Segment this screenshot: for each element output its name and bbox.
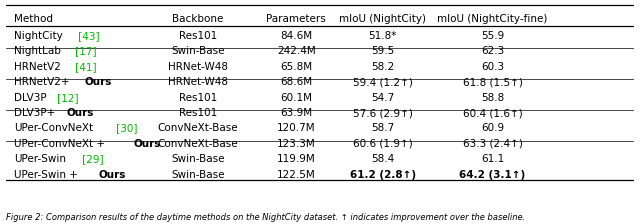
Text: Ours: Ours: [66, 108, 93, 118]
Text: UPer-Swin +: UPer-Swin +: [14, 170, 81, 180]
Text: Swin-Base: Swin-Base: [171, 46, 225, 56]
Text: mIoU (NightCity): mIoU (NightCity): [339, 14, 426, 24]
Text: 63.9M: 63.9M: [280, 108, 312, 118]
Text: 242.4M: 242.4M: [276, 46, 316, 56]
Text: NightLab: NightLab: [14, 46, 61, 56]
Text: UPer-Swin: UPer-Swin: [14, 154, 66, 164]
Text: 54.7: 54.7: [371, 93, 394, 103]
Text: 64.2 (3.1↑): 64.2 (3.1↑): [460, 170, 525, 180]
Text: HRNetV2+: HRNetV2+: [14, 77, 69, 87]
Text: 84.6M: 84.6M: [280, 31, 312, 41]
Text: Ours: Ours: [99, 170, 126, 180]
Text: 51.8*: 51.8*: [369, 31, 397, 41]
Text: 60.3: 60.3: [481, 62, 504, 72]
Text: [12]: [12]: [55, 93, 79, 103]
Text: 119.9M: 119.9M: [276, 154, 316, 164]
Text: Backbone: Backbone: [172, 14, 223, 24]
Text: ConvNeXt-Base: ConvNeXt-Base: [157, 139, 238, 149]
Text: 60.4 (1.6↑): 60.4 (1.6↑): [463, 108, 522, 118]
Text: Ours: Ours: [133, 139, 161, 149]
Text: 65.8M: 65.8M: [280, 62, 312, 72]
Text: 61.1: 61.1: [481, 154, 504, 164]
Text: Swin-Base: Swin-Base: [171, 170, 225, 180]
Text: 58.2: 58.2: [371, 62, 394, 72]
Text: 60.9: 60.9: [481, 123, 504, 134]
Text: UPer-ConvNeXt +: UPer-ConvNeXt +: [14, 139, 108, 149]
Text: 58.8: 58.8: [481, 93, 504, 103]
Text: 59.4 (1.2↑): 59.4 (1.2↑): [353, 77, 413, 87]
Text: 68.6M: 68.6M: [280, 77, 312, 87]
Text: HRNet-W48: HRNet-W48: [168, 77, 228, 87]
Text: [41]: [41]: [73, 62, 97, 72]
Text: 120.7M: 120.7M: [277, 123, 316, 134]
Text: UPer-ConvNeXt: UPer-ConvNeXt: [14, 123, 93, 134]
Text: Swin-Base: Swin-Base: [171, 154, 225, 164]
Text: NightCity: NightCity: [14, 31, 63, 41]
Text: ConvNeXt-Base: ConvNeXt-Base: [157, 123, 238, 134]
Text: [43]: [43]: [76, 31, 99, 41]
Text: 57.6 (2.9↑): 57.6 (2.9↑): [353, 108, 413, 118]
Text: 55.9: 55.9: [481, 31, 504, 41]
Text: DLV3P+: DLV3P+: [14, 108, 55, 118]
Text: 58.4: 58.4: [371, 154, 394, 164]
Text: Res101: Res101: [179, 93, 217, 103]
Text: HRNetV2: HRNetV2: [14, 62, 61, 72]
Text: DLV3P: DLV3P: [14, 93, 47, 103]
Text: Method: Method: [14, 14, 53, 24]
Text: 58.7: 58.7: [371, 123, 394, 134]
Text: 59.5: 59.5: [371, 46, 394, 56]
Text: Figure 2: Comparison results of the daytime methods on the NightCity dataset. ↑ : Figure 2: Comparison results of the dayt…: [6, 213, 525, 222]
Text: mIoU (NightCity-fine): mIoU (NightCity-fine): [437, 14, 548, 24]
Text: Res101: Res101: [179, 108, 217, 118]
Text: 60.1M: 60.1M: [280, 93, 312, 103]
Text: 62.3: 62.3: [481, 46, 504, 56]
Text: [17]: [17]: [73, 46, 97, 56]
Text: Ours: Ours: [84, 77, 111, 87]
Text: 61.2 (2.8↑): 61.2 (2.8↑): [349, 170, 416, 180]
Text: Parameters: Parameters: [266, 14, 326, 24]
Text: 61.8 (1.5↑): 61.8 (1.5↑): [463, 77, 522, 87]
Text: 63.3 (2.4↑): 63.3 (2.4↑): [463, 139, 522, 149]
Text: Res101: Res101: [179, 31, 217, 41]
Text: [30]: [30]: [114, 123, 138, 134]
Text: [29]: [29]: [80, 154, 103, 164]
Text: 122.5M: 122.5M: [276, 170, 316, 180]
Text: 123.3M: 123.3M: [276, 139, 316, 149]
Text: 60.6 (1.9↑): 60.6 (1.9↑): [353, 139, 413, 149]
Text: HRNet-W48: HRNet-W48: [168, 62, 228, 72]
